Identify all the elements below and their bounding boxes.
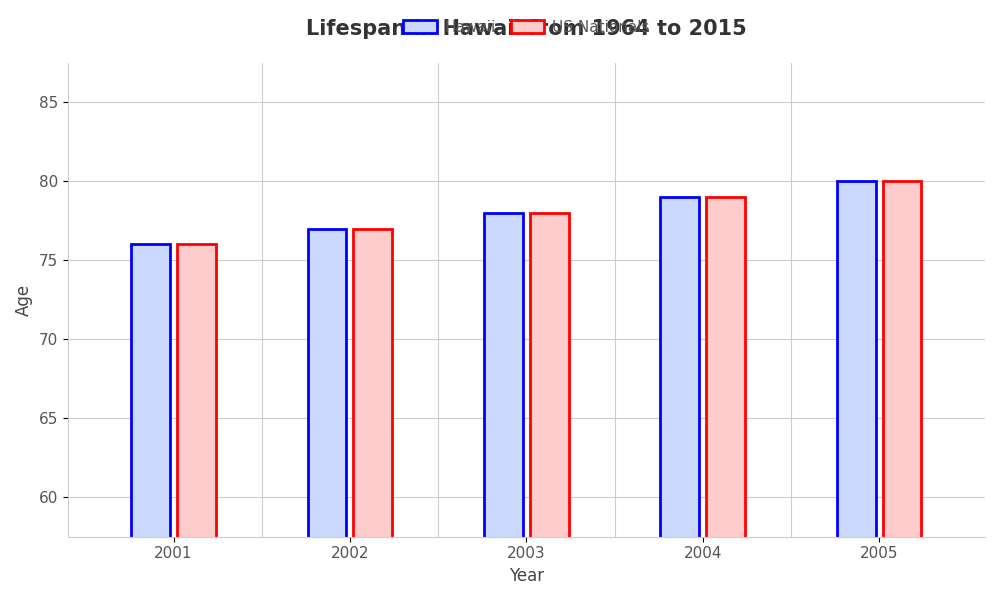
Bar bbox=[308, 229, 346, 600]
Bar bbox=[353, 229, 392, 600]
Bar bbox=[530, 213, 569, 600]
Bar bbox=[883, 181, 921, 600]
Bar bbox=[177, 244, 216, 600]
Bar bbox=[660, 197, 699, 600]
Bar bbox=[837, 181, 876, 600]
Title: Lifespan in Hawaii from 1964 to 2015: Lifespan in Hawaii from 1964 to 2015 bbox=[306, 19, 747, 39]
Legend: Hawaii, US Nationals: Hawaii, US Nationals bbox=[397, 14, 656, 41]
Bar bbox=[706, 197, 745, 600]
X-axis label: Year: Year bbox=[509, 567, 544, 585]
Bar bbox=[131, 244, 170, 600]
Y-axis label: Age: Age bbox=[15, 284, 33, 316]
Bar bbox=[484, 213, 523, 600]
